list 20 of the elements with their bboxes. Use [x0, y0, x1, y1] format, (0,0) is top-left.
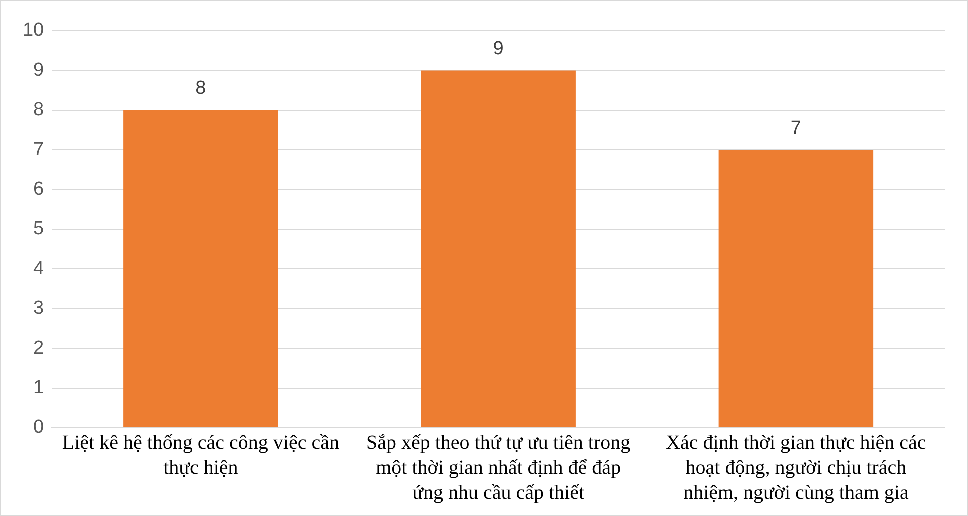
y-tick-label: 7 [34, 139, 44, 160]
data-label: 7 [790, 118, 802, 139]
y-tick-label: 2 [34, 338, 44, 359]
bar [421, 70, 576, 428]
bar [124, 110, 278, 428]
x-tick-label: Xác định thời gian thực hiện các hoạt động, người chịu trách nhiệm, người cùng tham gia [666, 432, 926, 504]
y-tick-label: 10 [22, 20, 44, 42]
y-tick-label: 9 [34, 60, 44, 81]
y-tick-label: 6 [34, 179, 44, 200]
x-tick-label: Sắp xếp theo thứ tự ưu tiên trong một thời gian nhất định để đáp ứng nhu cầu cấp thiết [366, 432, 631, 504]
bar [718, 150, 874, 428]
data-label: 8 [196, 78, 206, 100]
y-tick-label: 8 [34, 100, 44, 121]
y-tick-label: 1 [34, 378, 44, 399]
y-tick-label: 4 [34, 258, 45, 280]
y-tick-label: 0 [34, 417, 44, 438]
x-tick-label: Liệt kê hệ thống các công việc cần thực hiện [62, 432, 340, 479]
y-tick-label: 3 [34, 298, 44, 320]
data-label: 9 [493, 38, 504, 60]
y-tick-label: 5 [34, 218, 44, 240]
